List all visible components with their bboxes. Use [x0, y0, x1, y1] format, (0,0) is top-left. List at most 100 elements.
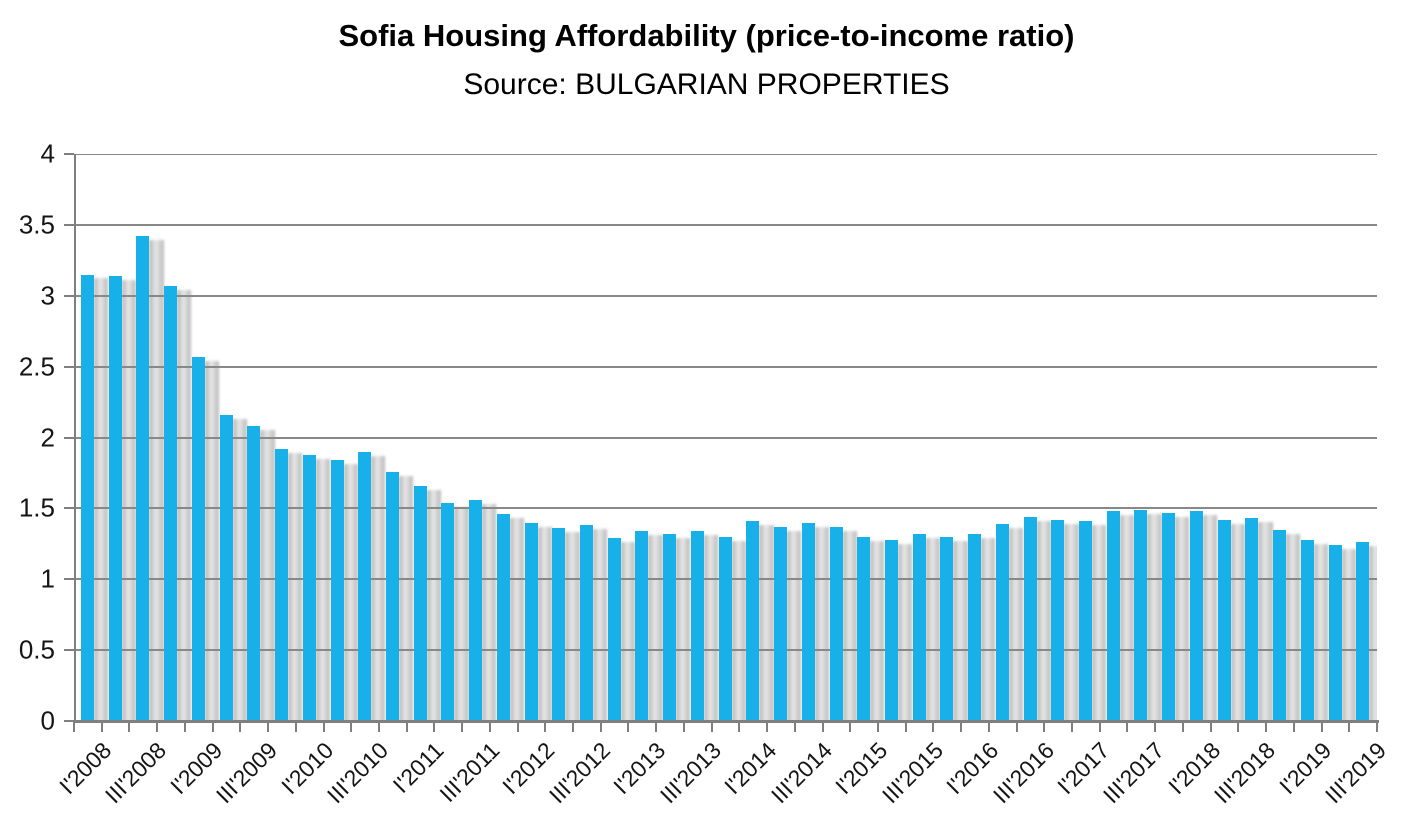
- x-axis-label: III'2016: [987, 737, 1059, 809]
- x-axis-tick: [1265, 722, 1268, 732]
- y-axis-label: 2: [40, 422, 55, 452]
- bar-shadow: [537, 526, 552, 721]
- bar-shadow: [648, 535, 663, 721]
- bar-shadow: [953, 540, 968, 721]
- bar-IV'2014: [829, 526, 843, 721]
- x-axis-tick: [73, 722, 75, 732]
- bar-shadow: [1008, 527, 1024, 721]
- x-axis-tick: [433, 722, 436, 732]
- bar-IV'2013: [718, 536, 732, 721]
- x-axis-tick: [849, 722, 852, 732]
- y-axis-tick: [64, 649, 74, 652]
- plot-area: [74, 154, 1377, 721]
- bar-III'2008: [136, 236, 150, 721]
- x-axis-label: III'2019: [1320, 737, 1392, 809]
- bar-III'2017: [1134, 509, 1148, 721]
- bar-shadow: [1230, 523, 1245, 721]
- x-axis-tick: [516, 722, 519, 732]
- y-axis-tick: [64, 720, 74, 722]
- x-axis-tick: [682, 722, 685, 732]
- x-axis-tick: [461, 722, 464, 732]
- x-axis-label: III'2013: [654, 737, 727, 809]
- x-axis-tick: [1320, 722, 1323, 732]
- bar-shadow: [1341, 549, 1356, 721]
- x-axis-label: III'2009: [211, 737, 283, 809]
- bar-shadow: [1286, 533, 1301, 721]
- x-axis-tick: [1376, 722, 1378, 732]
- bar-shadow: [981, 537, 996, 721]
- x-axis-tick: [100, 722, 103, 732]
- bar-shadow: [204, 360, 220, 721]
- gridline: [74, 365, 1377, 368]
- bar-shadow: [620, 542, 635, 721]
- bar-shadow: [1369, 546, 1377, 721]
- bar-I'2017: [1079, 521, 1093, 721]
- y-axis-label: 3.5: [18, 209, 55, 240]
- x-axis-tick: [1292, 722, 1295, 732]
- bar-II'2012: [552, 528, 566, 721]
- x-axis-label: III'2010: [322, 737, 394, 809]
- x-axis-tick: [738, 722, 741, 732]
- x-axis-tick: [1126, 722, 1129, 732]
- x-axis-tick: [128, 722, 131, 732]
- y-axis-tick: [64, 578, 74, 581]
- y-axis-label: 3: [40, 280, 55, 311]
- bar-shadow: [260, 430, 275, 721]
- bar-shadow: [731, 540, 746, 721]
- x-axis-tick: [544, 722, 547, 732]
- chart-title: Sofia Housing Affordability (price-to-in…: [338, 18, 1075, 53]
- bar-I'2011: [413, 485, 427, 721]
- y-axis-tick: [64, 507, 74, 510]
- x-axis-tick: [183, 722, 186, 732]
- gridline: [74, 436, 1377, 439]
- bar-shadow: [1092, 525, 1107, 721]
- bar-IV'2010: [385, 471, 399, 721]
- x-axis-tick: [1209, 722, 1212, 732]
- bar-II'2011: [441, 502, 455, 721]
- x-axis-label: III'2018: [1209, 737, 1281, 809]
- bar-III'2012: [580, 525, 594, 721]
- x-axis-label: III'2012: [543, 737, 616, 809]
- bar-IV'2016: [1051, 519, 1065, 721]
- x-axis-tick: [377, 722, 380, 732]
- bar-shadow: [1313, 543, 1329, 721]
- x-axis-tick: [655, 722, 658, 732]
- bar-II'2010: [330, 460, 344, 721]
- bar-IV'2012: [607, 538, 621, 721]
- bar-shadow: [1064, 523, 1079, 721]
- x-axis-tick: [1154, 722, 1157, 732]
- bar-IV'2011: [496, 514, 510, 721]
- bar-II'2016: [995, 523, 1009, 721]
- chart-subtitle: Source: BULGARIAN PROPERTIES: [463, 68, 950, 101]
- bar-II'2018: [1217, 519, 1231, 721]
- bar-II'2013: [663, 533, 677, 721]
- x-axis-tick: [821, 722, 824, 732]
- bar-I'2016: [968, 533, 982, 721]
- gridline: [74, 223, 1377, 226]
- x-axis-label: III'2011: [434, 737, 505, 808]
- x-axis-label: III'2014: [765, 737, 837, 809]
- y-axis-tick: [64, 223, 74, 226]
- bar-III'2015: [912, 533, 926, 721]
- bar-shadow: [177, 289, 192, 721]
- y-axis-label: 2.5: [18, 351, 55, 382]
- bar-I'2012: [524, 522, 538, 721]
- bar-shadow: [371, 455, 386, 721]
- x-axis-tick: [1348, 722, 1351, 732]
- bar-II'2019: [1328, 545, 1342, 721]
- bar-IV'2018: [1273, 529, 1287, 721]
- bar-shadow: [1202, 515, 1218, 721]
- x-axis-label: III'2008: [100, 737, 172, 809]
- bar-III'2019: [1356, 542, 1370, 721]
- bar-IV'2017: [1162, 512, 1176, 721]
- x-axis-tick: [1098, 722, 1101, 732]
- gridline: [74, 507, 1377, 510]
- x-axis-tick: [904, 722, 907, 732]
- x-axis-tick: [488, 722, 491, 732]
- x-axis-tick: [1043, 722, 1046, 732]
- bar-III'2010: [358, 451, 372, 721]
- bar-II'2014: [774, 526, 788, 721]
- y-axis-label: 1: [40, 563, 55, 594]
- x-axis-label: III'2015: [876, 737, 948, 809]
- x-axis-tick: [1181, 722, 1184, 732]
